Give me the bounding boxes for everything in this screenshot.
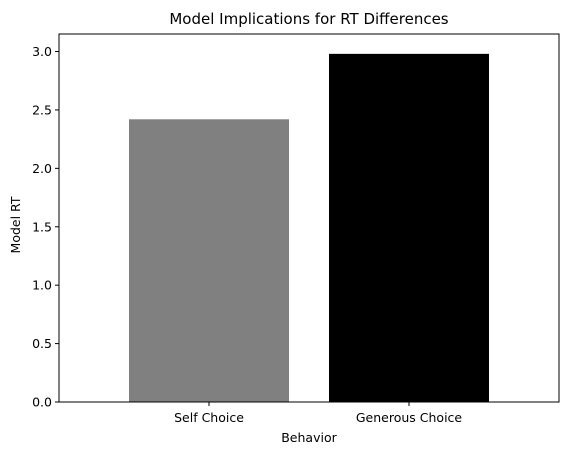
y-tick-label: 1.0 [32,278,52,293]
chart-title: Model Implications for RT Differences [169,10,448,28]
y-tick-label: 1.5 [32,219,52,234]
x-axis-label: Behavior [281,430,337,445]
y-axis-label: Model RT [8,196,23,253]
bar-generous-choice [329,53,489,402]
x-axis: Self Choice Generous Choice [174,402,462,425]
y-tick-label: 0.5 [32,336,52,351]
x-tick-label: Self Choice [174,410,244,425]
plot-frame [58,33,560,403]
x-tick-label: Generous Choice [356,410,463,425]
bar-self-choice [129,119,289,403]
y-tick-label: 3.0 [32,44,52,59]
y-axis: 0.0 0.5 1.0 1.5 2.0 2.5 3.0 [32,44,59,410]
y-tick-label: 0.0 [32,395,52,410]
bars-group [129,53,489,403]
y-tick-label: 2.5 [32,102,52,117]
y-tick-label: 2.0 [32,161,52,176]
